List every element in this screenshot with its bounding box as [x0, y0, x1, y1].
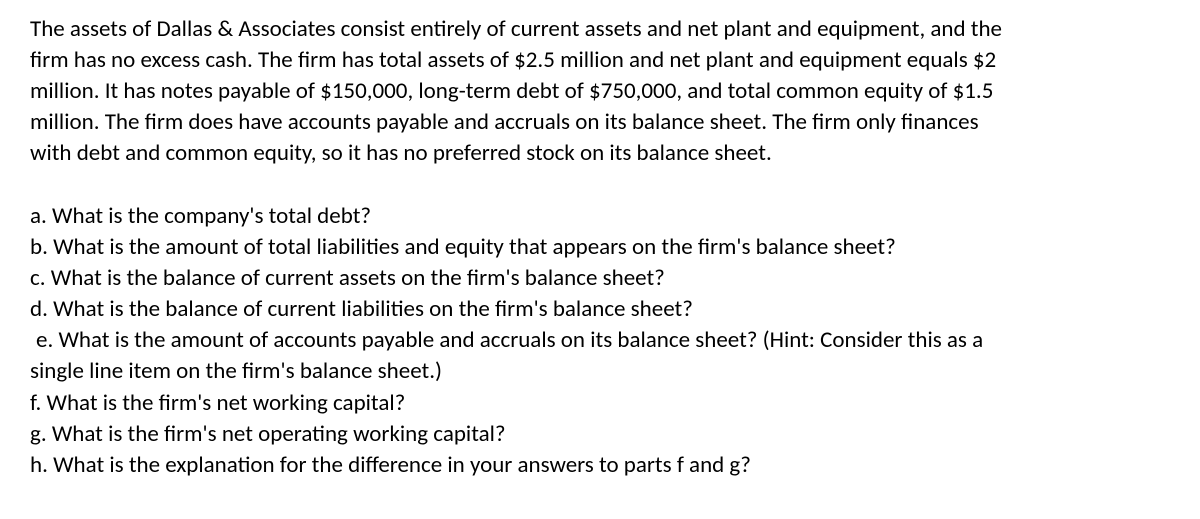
intro-line-5: with debt and common equity, so it has n…: [30, 138, 1170, 169]
question-h: h. What is the explanation for the diffe…: [30, 450, 1170, 481]
question-a: a. What is the company's total debt?: [30, 201, 1170, 232]
intro-line-4: million. The firm does have accounts pay…: [30, 107, 1170, 138]
question-d: d. What is the balance of current liabil…: [30, 294, 1170, 325]
questions-list: a. What is the company's total debt? b. …: [30, 201, 1170, 480]
intro-line-1: The assets of Dallas & Associates consis…: [30, 14, 1170, 45]
question-e-line-2: single line item on the firm's balance s…: [30, 356, 1170, 387]
question-f: f. What is the firm's net working capita…: [30, 388, 1170, 419]
question-c: c. What is the balance of current assets…: [30, 263, 1170, 294]
question-b: b. What is the amount of total liabiliti…: [30, 232, 1170, 263]
question-g: g. What is the firm's net operating work…: [30, 419, 1170, 450]
intro-paragraph: The assets of Dallas & Associates consis…: [30, 14, 1170, 169]
question-e-line-1: e. What is the amount of accounts payabl…: [30, 325, 1170, 356]
intro-line-2: firm has no excess cash. The firm has to…: [30, 45, 1170, 76]
intro-line-3: million. It has notes payable of $150,00…: [30, 76, 1170, 107]
